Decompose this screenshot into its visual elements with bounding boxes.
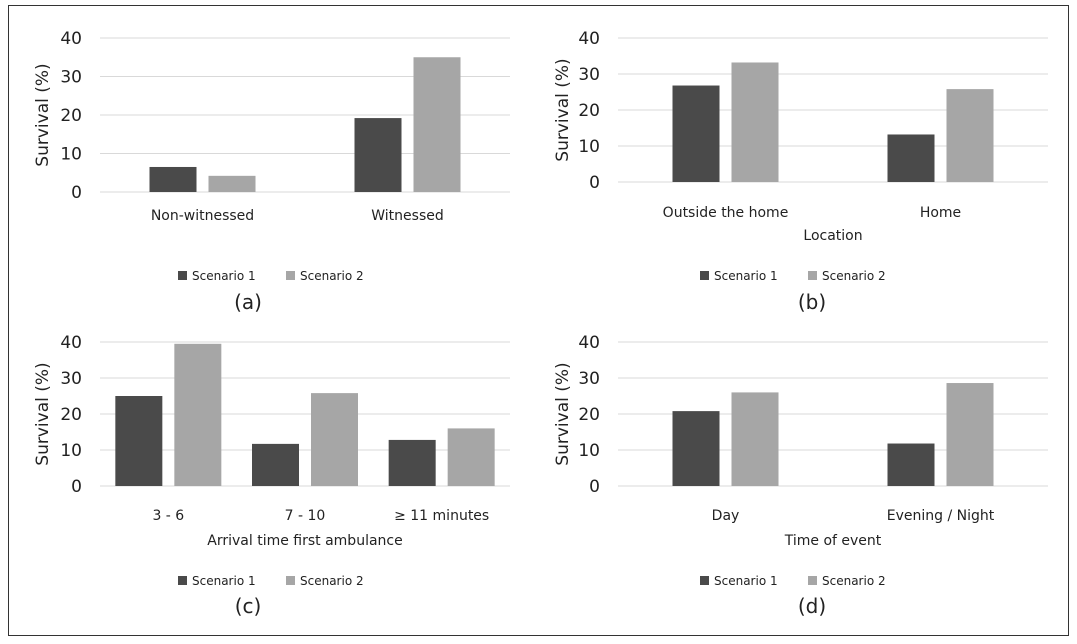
panel-a-legend-swatch-scenario1 bbox=[178, 271, 187, 280]
panel-c-bar-scenario1 bbox=[388, 439, 436, 486]
panel-c-legend-label: Scenario 1 bbox=[192, 574, 256, 588]
panel-a-ytick-label: 40 bbox=[60, 29, 82, 49]
panel-b-panel-label: (b) bbox=[798, 290, 826, 314]
panel-a-category-label: Witnessed bbox=[371, 208, 444, 224]
panel-b-bar-scenario2 bbox=[946, 89, 994, 182]
panel-c-category-label: ≥ 11 minutes bbox=[394, 508, 489, 524]
panel-b-bar-scenario1 bbox=[672, 85, 720, 182]
panel-a-category-label: Non-witnessed bbox=[151, 208, 254, 224]
panel-a-legend-label: Scenario 1 bbox=[192, 269, 256, 283]
panel-b-x-axis-label: Location bbox=[803, 228, 862, 244]
panel-c-bar-scenario2 bbox=[311, 393, 358, 486]
figure-border bbox=[8, 5, 1069, 636]
panel-d-ytick-label: 0 bbox=[589, 477, 600, 497]
panel-c-legend-swatch-scenario2 bbox=[286, 576, 295, 585]
panel-b-ytick-label: 0 bbox=[589, 173, 600, 193]
panel-b-ytick-label: 20 bbox=[578, 101, 600, 121]
panel-c-legend-label: Scenario 2 bbox=[300, 574, 364, 588]
panel-d-bar-scenario2 bbox=[731, 392, 779, 486]
panel-a-ytick-label: 30 bbox=[60, 68, 82, 88]
panel-a-panel-label: (a) bbox=[234, 290, 262, 314]
panel-a-y-axis-label: Survival (%) bbox=[33, 63, 53, 166]
panel-a-ytick-label: 20 bbox=[60, 106, 82, 126]
panel-d-ytick-label: 40 bbox=[578, 333, 600, 353]
panel-d-bar-scenario1 bbox=[672, 411, 720, 486]
panel-c-bar-scenario2 bbox=[174, 343, 222, 486]
panel-d-ytick-label: 10 bbox=[578, 441, 600, 461]
panel-a-ytick-label: 0 bbox=[71, 183, 82, 203]
panel-d-x-axis-label: Time of event bbox=[784, 533, 882, 549]
panel-d-legend-label: Scenario 1 bbox=[714, 574, 778, 588]
panel-a-bar-scenario2 bbox=[208, 175, 256, 192]
panel-b-category-label: Outside the home bbox=[663, 205, 789, 221]
panel-b-category-label: Home bbox=[920, 205, 961, 221]
panel-b-legend-swatch-scenario1 bbox=[700, 271, 709, 280]
panel-c-ytick-label: 0 bbox=[71, 477, 82, 497]
panel-c-bar-scenario2 bbox=[447, 428, 495, 486]
panel-a-bar-scenario2 bbox=[413, 57, 461, 192]
panel-d-panel-label: (d) bbox=[798, 594, 826, 618]
panel-c-legend-swatch-scenario1 bbox=[178, 576, 187, 585]
panel-b-y-axis-label: Survival (%) bbox=[553, 58, 573, 161]
panel-d-category-label: Day bbox=[712, 508, 740, 524]
panel-b-ytick-label: 10 bbox=[578, 137, 600, 157]
panel-d-category-label: Evening / Night bbox=[887, 508, 995, 524]
panel-d-legend-label: Scenario 2 bbox=[822, 574, 886, 588]
panel-d-ytick-label: 20 bbox=[578, 405, 600, 425]
panel-d-legend-swatch-scenario2 bbox=[808, 576, 817, 585]
panel-a-bar-scenario1 bbox=[354, 118, 402, 192]
panel-d-legend-swatch-scenario1 bbox=[700, 576, 709, 585]
panel-a-ytick-label: 10 bbox=[60, 145, 82, 165]
panel-b-legend-swatch-scenario2 bbox=[808, 271, 817, 280]
panel-c-category-label: 7 - 10 bbox=[285, 508, 326, 524]
panel-c-bar-scenario1 bbox=[252, 443, 299, 486]
panel-c-bar-scenario1 bbox=[115, 396, 163, 486]
panel-b-bar-scenario1 bbox=[887, 134, 935, 182]
panel-a-bar-scenario1 bbox=[149, 166, 197, 192]
panel-c-ytick-label: 40 bbox=[60, 333, 82, 353]
panel-c-ytick-label: 30 bbox=[60, 369, 82, 389]
panel-a-legend-swatch-scenario2 bbox=[286, 271, 295, 280]
panel-b-ytick-label: 40 bbox=[578, 29, 600, 49]
panel-b-bar-scenario2 bbox=[731, 62, 779, 183]
panel-d-bar-scenario2 bbox=[946, 383, 994, 486]
panel-c-ytick-label: 20 bbox=[60, 405, 82, 425]
panel-d-bar-scenario1 bbox=[887, 443, 935, 486]
panel-c-category-label: 3 - 6 bbox=[152, 508, 184, 524]
panel-d-y-axis-label: Survival (%) bbox=[553, 362, 573, 465]
panel-c-panel-label: (c) bbox=[235, 594, 262, 618]
panel-b-legend-label: Scenario 2 bbox=[822, 269, 886, 283]
panel-d-ytick-label: 30 bbox=[578, 369, 600, 389]
panel-b-legend-label: Scenario 1 bbox=[714, 269, 778, 283]
panel-c-ytick-label: 10 bbox=[60, 441, 82, 461]
panel-a-legend-label: Scenario 2 bbox=[300, 269, 364, 283]
panel-c-x-axis-label: Arrival time first ambulance bbox=[207, 533, 402, 549]
panel-c-y-axis-label: Survival (%) bbox=[33, 362, 53, 465]
panel-b-ytick-label: 30 bbox=[578, 65, 600, 85]
